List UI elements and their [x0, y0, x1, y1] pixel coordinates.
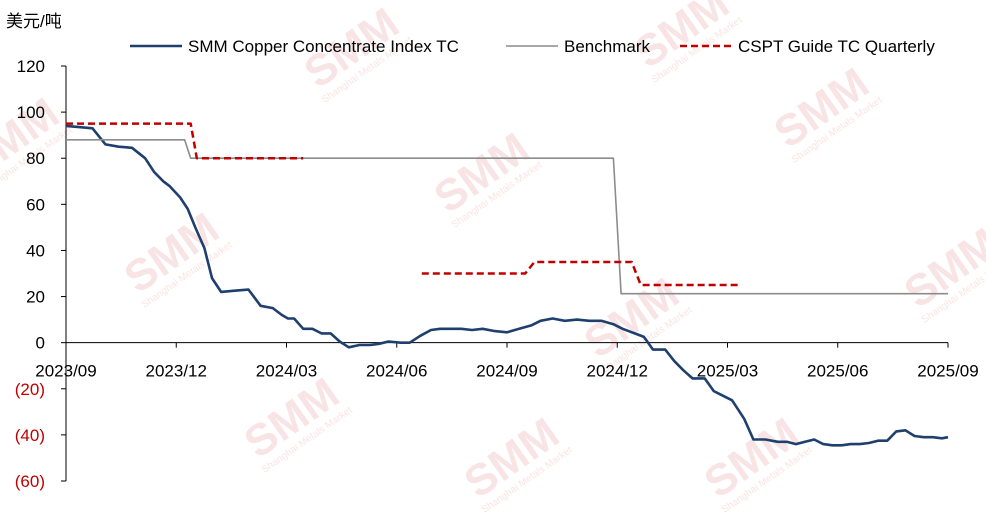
x-tick-label: 2025/09	[917, 362, 978, 381]
series-line-benchmark	[66, 139, 948, 295]
y-tick-label: 100	[17, 103, 45, 122]
y-tick-label: 60	[26, 195, 45, 214]
chart-axes: 120 100 80 60 40 20 0 (20) (40) (60) 2023/09 2023/1…	[15, 57, 979, 491]
y-tick-label: 80	[26, 149, 45, 168]
chart-legend: SMM Copper Concentrate Index TC Benchmark…	[130, 37, 935, 56]
legend-label: Benchmark	[564, 37, 650, 56]
legend-item-benchmark: Benchmark	[506, 37, 650, 56]
series-line-cspt-guide-tc-quarterly	[421, 260, 742, 287]
series-line-smm-copper-concentrate-index-tc	[65, 124, 949, 447]
x-tick-label: 2024/06	[366, 362, 427, 381]
legend-label: CSPT Guide TC Quarterly	[738, 37, 935, 56]
x-tick-label: 2024/03	[256, 362, 317, 381]
x-tick-label: 2025/06	[807, 362, 868, 381]
legend-item-cspt-guide-tc-quarterly: CSPT Guide TC Quarterly	[680, 37, 935, 56]
x-tick-label: 2024/09	[476, 362, 537, 381]
y-tick-label: (40)	[15, 426, 45, 445]
legend-label: SMM Copper Concentrate Index TC	[188, 37, 459, 56]
y-tick-label: 0	[36, 334, 45, 353]
y-tick-label: 120	[17, 57, 45, 76]
x-tick-label: 2024/12	[587, 362, 648, 381]
x-tick-label: 2023/09	[35, 362, 96, 381]
x-tick-label: 2025/03	[697, 362, 758, 381]
series-layer	[65, 122, 949, 447]
y-tick-label: 40	[26, 241, 45, 260]
legend-item-smm-copper-concentrate-index-tc: SMM Copper Concentrate Index TC	[130, 37, 459, 56]
y-axis-unit-label: 美元/吨	[6, 12, 62, 31]
series-line-cspt-guide-tc-quarterly	[66, 122, 304, 160]
y-tick-label: 20	[26, 288, 45, 307]
y-tick-label: (20)	[15, 380, 45, 399]
y-tick-label: (60)	[15, 472, 45, 491]
x-tick-label: 2023/12	[146, 362, 207, 381]
